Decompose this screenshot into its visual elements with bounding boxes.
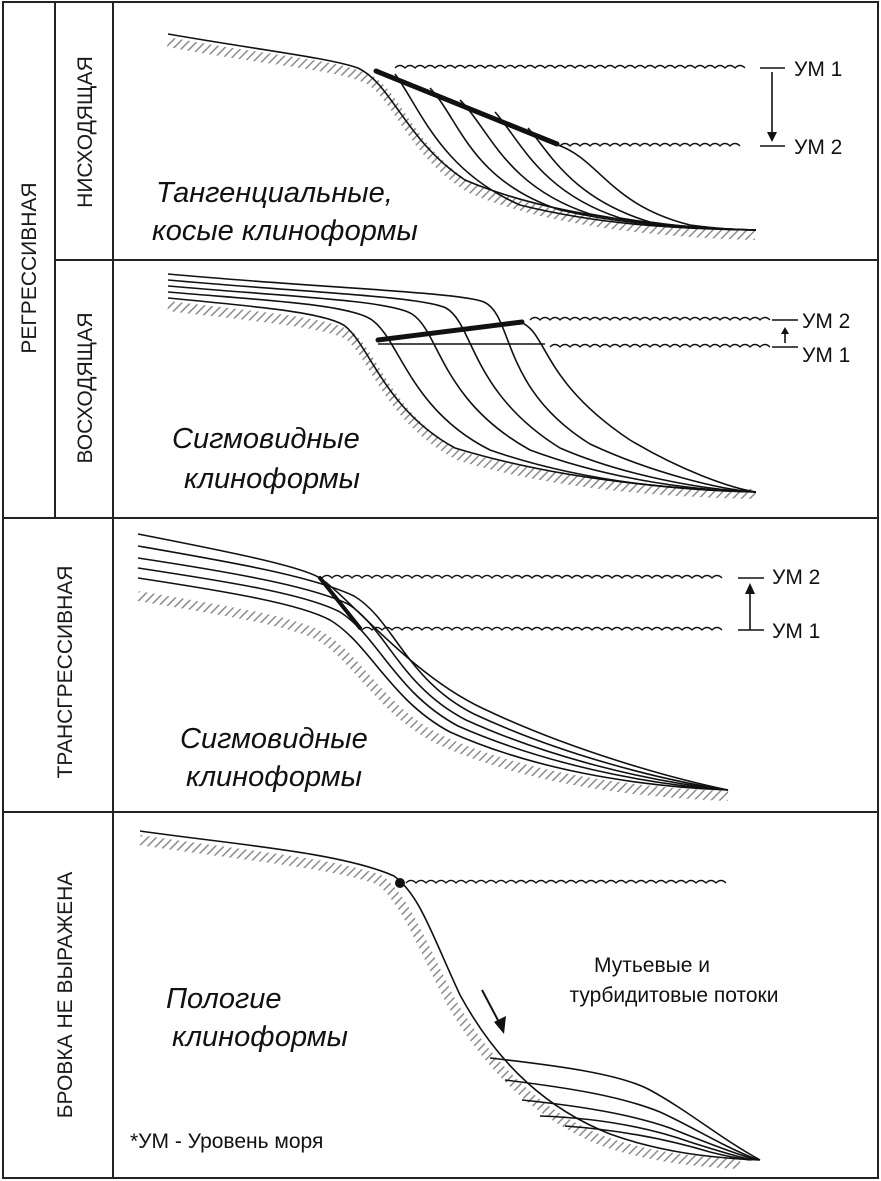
sea-level-label-um2: УМ 2 [772,566,820,589]
shelf-edge-trajectory [375,319,525,343]
label-regressive: РЕГРЕССИВНАЯ [18,182,41,353]
turbidite-layer-5 [564,1125,751,1161]
panel-title-line2: клиноформы [186,761,362,793]
basin-floor-hatch [167,301,757,499]
sea-level-label-um1: УМ 1 [772,620,820,643]
clinoform-4 [167,273,757,493]
label-no-edge: БРОВКА НЕ ВЫРАЖЕНА [54,872,77,1119]
shelf-edge-trajectory [318,576,362,630]
clinoform-2 [167,285,757,493]
flows-label-line2: турбидитовые потоки [570,984,779,1007]
panel-title-line2: косые клиноформы [152,215,418,247]
clinoform-3 [167,279,757,493]
panel-ascending: УМ 2 УМ 1 Сигмовидные клиноформы [167,273,850,499]
panel-title-line1: Сигмовидные [180,723,368,755]
clinoform-2 [429,87,757,231]
sea-level-label-um1: УМ 1 [802,344,850,367]
arrow-down-icon [767,132,777,142]
clinoform-2 [137,557,729,791]
arrow-down-icon [494,1016,506,1034]
flows-label-line1: Мутьевые и [594,954,710,977]
clinoform-6 [557,144,757,231]
arrow-up-icon [781,327,789,334]
shelf-edge-trajectory [373,68,560,147]
flow-arrow-line [481,989,501,1025]
basin-floor-hatch [137,591,729,801]
basin-floor-hatch [167,37,756,240]
clinoform-3 [459,99,757,231]
shelf-break-point [395,878,405,888]
turbidite-layer-4 [539,1115,753,1161]
label-ascending: ВОСХОДЯЩАЯ [74,312,97,463]
panel-title-line1: Тангенциальные, [156,177,393,209]
sea-level-wave-2 [529,316,771,321]
arrow-up-icon [745,583,755,594]
sea-level-label-um1: УМ 1 [794,58,842,81]
label-transgressive: ТРАНСГРЕССИВНАЯ [54,566,77,779]
clinoform-5 [519,321,757,493]
sea-level-wave-1 [549,343,771,348]
panel-no-edge: Мутьевые и турбидитовые потоки Пологие к… [130,830,779,1169]
substrate-surface [137,577,729,791]
sea-level-wave-1 [361,626,723,631]
turbidite-layer-2 [504,1079,759,1161]
sea-level-label-um2: УМ 2 [794,136,842,159]
panel-title-line2: клиноформы [184,463,360,495]
clinoform-1 [167,291,757,493]
panel-title-line1: Пологие [166,983,282,1015]
panel-title-line1: Сигмовидные [172,423,360,455]
label-descending: НИСХОДЯЩАЯ [74,56,97,208]
panel-transgressive: УМ 2 УМ 1 Сигмовидные клиноформы [137,533,820,801]
turbidite-layer-3 [521,1099,757,1161]
sea-level-wave-2 [559,142,741,147]
footnote: *УМ - Уровень моря [130,1130,323,1153]
basin-floor-hatch [139,835,741,1169]
panel-descending: УМ 1 УМ 2 Тангенциальные, косые клинофор… [152,33,842,247]
clinoform-1 [137,567,729,791]
substrate-surface [139,830,761,1161]
sea-level-label-um2: УМ 2 [802,310,850,333]
clinoform-4 [137,533,729,791]
panel-title-line2: клиноформы [172,1021,348,1053]
clinoform-1 [394,73,757,231]
turbidite-layer-1 [489,1057,761,1161]
sea-level-wave-1 [394,64,746,69]
sea-level-wave-2 [321,574,723,579]
sea-level-wave [405,879,727,884]
